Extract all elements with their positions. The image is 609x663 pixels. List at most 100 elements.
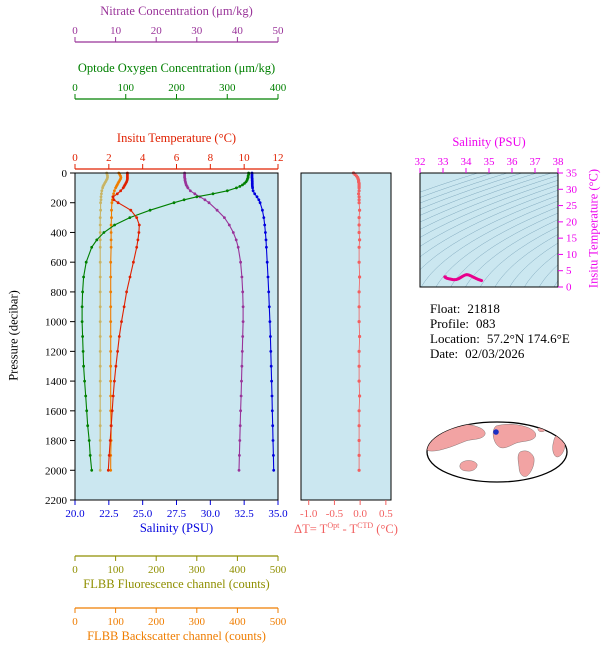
ts-isopycnal-contour [450,212,558,287]
delta-t-point [357,468,361,472]
delta-t-title-sup-ctd: CTD [357,521,374,530]
nitrate-axis-title: Nitrate Concentration (μm/kg) [100,4,253,18]
temperature-profile-point [137,223,141,227]
nitrate-profile-point [236,245,240,249]
backscatter-profile-point [112,192,115,196]
map-landmass [537,424,547,432]
delta-t-point [357,424,361,428]
temperature-profile-point [116,350,119,353]
delta-t-point [357,201,361,205]
salinity-profile-point [269,335,272,338]
delta-t-tick-label: 0.0 [353,508,367,520]
ts-isopycnal-contour [435,206,558,287]
oxygen-tick-label: 0 [72,82,78,94]
fluorescence-profile-point [98,275,102,279]
ts-salinity-tick-label: 38 [553,156,565,168]
nitrate-profile-point [240,364,244,368]
oxygen-axis-title: Optode Oxygen Concentration (μm/kg) [77,61,276,75]
backscatter-profile-point [109,290,113,294]
temperature-profile-point [109,424,113,428]
temperature-profile-point [111,394,115,398]
temperature-profile-point [121,186,125,190]
backscatter-profile-point [109,231,113,234]
temperature-profile-point [129,208,133,212]
temperature-profile-point [114,364,118,368]
ts-isopycnal-contour [420,189,558,258]
float-id-value: 21818 [467,301,500,316]
oxygen-tick-label: 300 [219,82,236,94]
backscatter-profile-point [109,238,113,242]
fluorescence-tick-label: 100 [107,564,124,576]
oxygen-profile-point [211,192,215,196]
map-landmass [517,450,535,477]
ts-temperature-tick-label: 0 [566,282,572,294]
delta-t-point [357,189,361,193]
delta-t-point [357,290,361,294]
ts-temperature-tick-label: 25 [566,200,578,212]
backscatter-tick-label: 0 [72,616,78,628]
salinity-tick-label: 35.0 [268,508,288,520]
temperature-profile-point [107,454,111,457]
delta-t-point [357,195,361,199]
float-id-label: Float: [430,301,461,316]
backscatter-profile-point [109,245,113,249]
nitrate-profile-point [193,192,197,196]
oxygen-profile-point [95,238,99,242]
nitrate-tick-label: 50 [273,25,285,37]
nitrate-profile-point [223,216,226,220]
salinity-profile-point [271,424,275,428]
ts-salinity-tick-label: 35 [484,156,496,168]
oxygen-profile-point [81,335,84,338]
oxygen-profile-point [225,189,229,193]
delta-t-point [357,192,361,196]
backscatter-profile-point [109,320,113,323]
fluorescence-profile-point [99,195,103,199]
ts-contour-group [420,173,558,287]
nitrate-profile-point [239,409,243,413]
salinity-profile-point [270,409,274,413]
fluorescence-profile-point [98,238,102,242]
ts-isopycnal-contour [524,252,558,287]
fluorescence-profile-point [100,189,104,193]
fluorescence-profile-point [99,208,102,212]
oxygen-profile-point [83,379,86,383]
temperature-profile-point [116,201,120,205]
backscatter-axis-title: FLBB Backscatter channel (counts) [87,629,266,643]
pressure-tick-label: 400 [51,227,68,239]
delta-t-point [357,349,361,353]
fluorescence-profile-point [98,454,102,457]
salinity-profile-point [261,208,264,212]
temperature-profile-point [117,335,121,338]
delta-t-point [358,208,362,212]
nitrate-profile-point [238,424,242,428]
delta-t-point [357,453,361,457]
salinity-profile-point [269,364,273,368]
temperature-profile-point [128,275,132,279]
salinity-profile-point [268,320,272,323]
date-value: 02/03/2026 [465,346,525,361]
salinity-profile-point [266,275,270,279]
oxygen-profile-point [172,201,176,205]
backscatter-profile-point [109,364,113,368]
fluorescence-axis-title: FLBB Fluorescence channel (counts) [83,577,270,591]
fluorescence-profile-point [98,320,102,323]
nitrate-profile-point [241,335,245,338]
oxygen-profile-point [148,208,152,212]
nitrate-profile-point [186,186,190,190]
delta-t-point [357,379,361,383]
nitrate-tick-label: 10 [110,25,122,37]
nitrate-profile-point [239,394,243,398]
delta-t-tick-label: 0.5 [379,508,393,520]
oxygen-profile-point [182,198,186,202]
nitrate-profile-point [240,275,244,279]
salinity-tick-label: 30.0 [201,508,221,520]
nitrate-profile-point [238,439,242,442]
backscatter-tick-label: 500 [270,616,287,628]
temperature-tick-label: 2 [106,152,112,164]
backscatter-profile-point [109,335,113,338]
nitrate-profile-point [237,468,241,472]
temperature-tick-label: 8 [208,152,214,164]
backscatter-profile-point [109,223,113,227]
backscatter-tick-label: 400 [229,616,246,628]
